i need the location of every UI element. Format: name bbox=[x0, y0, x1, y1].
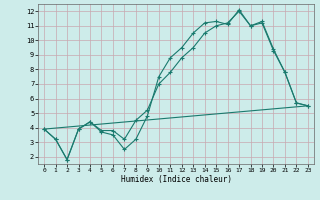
X-axis label: Humidex (Indice chaleur): Humidex (Indice chaleur) bbox=[121, 175, 231, 184]
